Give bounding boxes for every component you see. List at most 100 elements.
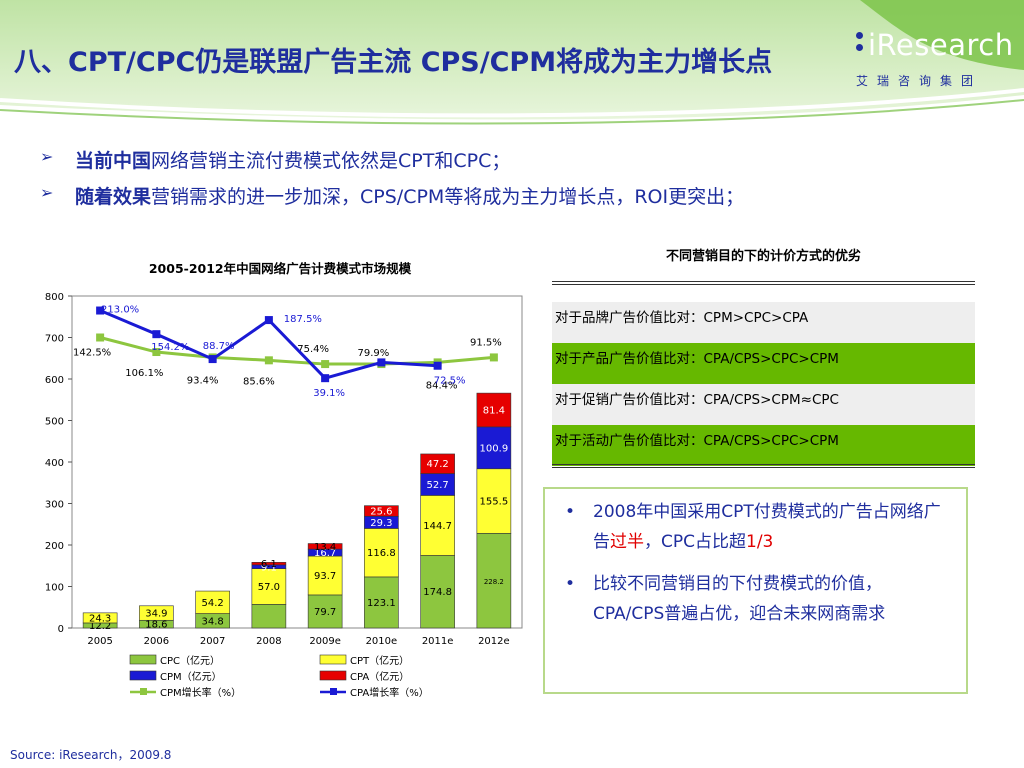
bullet-bold: 当前中国 (75, 150, 152, 172)
line-label: 84.4% (426, 380, 458, 391)
data-label: 79.7 (314, 607, 336, 618)
line-label: 213.0% (101, 305, 139, 316)
x-tick-label: 2007 (200, 636, 225, 647)
growth-line (99, 336, 495, 366)
line-label: 142.5% (73, 348, 111, 359)
y-tick-label: 700 (45, 334, 64, 345)
note-highlight: 过半 (610, 532, 644, 552)
bar-segment (195, 590, 230, 614)
bullet-text: 营销需求的进一步加深，CPS/CPM等将成为主力增长点，ROI更突出； (151, 186, 745, 208)
legend-label: CPC（亿元） (160, 654, 220, 667)
x-tick-label: 2012e (478, 636, 510, 647)
y-tick-label: 800 (45, 292, 64, 303)
bar-segment (420, 495, 455, 556)
source-note: Source: iResearch，2009.8 (10, 748, 172, 762)
y-tick-label: 600 (45, 375, 64, 386)
data-label: 12.2 (89, 621, 111, 632)
bar-segment (82, 612, 118, 624)
line-label: 79.9% (357, 348, 389, 359)
y-tick-label: 200 (45, 541, 64, 552)
data-label: 155.5 (480, 497, 509, 508)
bar-segment (251, 604, 287, 629)
line-label: 72.5% (434, 376, 466, 387)
arrow-bullet-icon: ➢ (40, 147, 54, 166)
bullet-text: 网络营销主流付费模式依然是CPT和CPC； (151, 150, 511, 172)
line-marker (433, 361, 442, 370)
line-marker (96, 333, 105, 342)
line-label: 75.4% (297, 344, 329, 355)
line-marker (321, 374, 330, 383)
data-label: 13.4 (314, 542, 336, 553)
bullet-dot-icon: • (565, 502, 576, 522)
data-label: 25.6 (370, 506, 392, 517)
bar-segment (476, 426, 512, 470)
line-marker (152, 330, 161, 339)
data-label: 174.8 (423, 587, 452, 598)
x-tick-label: 2010e (366, 636, 398, 647)
y-tick-label: 100 (45, 583, 64, 594)
data-label: 116.8 (367, 548, 396, 559)
legend-label: CPA（亿元） (350, 670, 409, 683)
legend-label: CPM增长率（%） (160, 686, 241, 699)
note-text: 2008年中国采用CPT付费模式的广告占网络广告 (593, 502, 941, 552)
data-label: 6.1 (261, 559, 277, 570)
y-tick-label: 400 (45, 458, 64, 469)
x-tick-label: 2008 (256, 636, 281, 647)
note-text: ，CPC占比超 (644, 532, 746, 552)
data-label: 144.7 (423, 521, 452, 532)
logo-text: iResearch (868, 28, 1014, 62)
bar-segment (420, 453, 455, 474)
bar-segment (251, 562, 287, 566)
data-label: 100.9 (480, 443, 509, 454)
data-label: 228.2 (484, 578, 504, 586)
stacked-bar-chart: 0 100 200 300 400 500 600 700 800 12.224.3 2005 18.… (45, 292, 523, 699)
header-background (0, 0, 1024, 125)
line-label: 88.7% (203, 341, 235, 352)
bar-segment (251, 568, 287, 605)
line-marker (264, 316, 273, 325)
table-rule (552, 467, 975, 468)
legend-swatch (129, 670, 157, 681)
data-label: 47.2 (426, 459, 448, 470)
data-label: 16.7 (314, 548, 336, 559)
table-rule (552, 281, 975, 282)
data-label: 57.0 (258, 582, 280, 593)
bullet-bold: 随着效果 (75, 186, 152, 208)
table-row: 对于促销广告价值比对：CPA/CPS>CPM≈CPC (552, 384, 975, 425)
legend-label: CPA增长率（%） (350, 686, 429, 699)
bar-segment (476, 392, 512, 428)
chart-title: 2005-2012年中国网络广告计费模式市场规模 (148, 261, 412, 276)
table-rule (552, 464, 975, 465)
line-label: 39.1% (313, 388, 345, 399)
line-label: 91.5% (470, 337, 502, 348)
legend-label: CPM（亿元） (160, 670, 222, 683)
line-label: 106.1% (125, 368, 163, 379)
data-label: 81.4 (483, 406, 505, 417)
data-label: 34.9 (145, 609, 167, 620)
note-highlight: 1/3 (746, 532, 774, 552)
note-text: 比较不同营销目的下付费模式的价值，CPA/CPS普遍占优，迎合未来网商需求 (593, 574, 886, 624)
bar-segment (307, 594, 343, 629)
line-marker (96, 306, 105, 315)
data-label: 18.6 (145, 620, 167, 631)
line-marker (152, 348, 161, 357)
data-label: 52.7 (426, 480, 448, 491)
data-label: 29.3 (370, 518, 392, 529)
x-tick-label: 2006 (144, 636, 169, 647)
notes-box: • 2008年中国采用CPT付费模式的广告占网络广告过半，CPC占比超1/3 •… (543, 487, 968, 694)
page-title: 八、CPT/CPC仍是联盟广告主流 CPS/CPM将成为主力增长点 (14, 47, 773, 78)
x-tick-label: 2005 (87, 636, 112, 647)
legend-swatch (129, 654, 157, 665)
table-rule (552, 284, 975, 285)
line-label: 187.5% (284, 314, 322, 325)
bar-segment (364, 576, 399, 629)
arrow-bullet-icon: ➢ (40, 183, 54, 202)
data-label: 93.7 (314, 571, 336, 582)
table-row: 对于活动广告价值比对：CPA/CPS>CPC>CPM (552, 425, 975, 466)
line-label: 85.6% (243, 376, 275, 387)
bar-segment (364, 505, 399, 517)
line-marker (208, 355, 217, 364)
line-marker (489, 353, 498, 362)
legend-swatch (319, 670, 347, 681)
data-label: 24.3 (89, 613, 111, 624)
